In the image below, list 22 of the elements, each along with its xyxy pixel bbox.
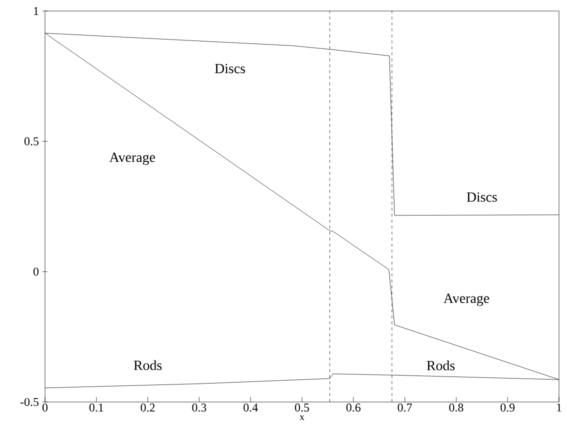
x-tick-label: 0.1 (89, 404, 104, 412)
series-label: Rods (426, 360, 455, 370)
x-tick-label: 0.6 (346, 404, 361, 412)
x-tick-label: 0.4 (244, 404, 258, 412)
text: Rods (134, 360, 162, 370)
x-tick-label: 0.9 (500, 404, 515, 412)
y-tick-label: -0.5 (20, 398, 39, 406)
x-tick-label: 0.8 (449, 404, 464, 412)
text: Discs (214, 64, 246, 74)
y-tick-label: 1 (34, 7, 38, 15)
x-tick-label: 0.5 (294, 404, 310, 412)
y-tick-label: 0.5 (24, 137, 39, 146)
text: Average (444, 294, 490, 306)
x-tick-label: 0.7 (398, 404, 412, 412)
x-tick-label: 0 (42, 404, 48, 412)
x-tick-label: 0.2 (140, 404, 155, 412)
x-axis-title: x (300, 415, 304, 420)
text: Average (109, 152, 155, 165)
y-tick-label: 0 (33, 268, 39, 276)
x-tick-label: 0.3 (192, 404, 206, 412)
x-tick-label: 1 (557, 404, 562, 412)
series-label: Discs (466, 192, 497, 202)
